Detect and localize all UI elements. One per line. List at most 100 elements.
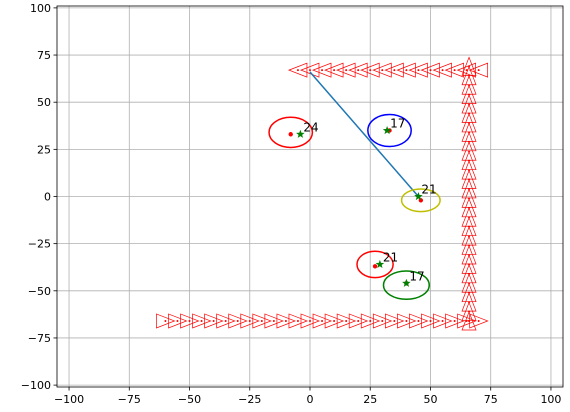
object-id-label: 17 [409, 269, 424, 283]
triangle-center-dot [429, 69, 432, 72]
triangle-marker [264, 313, 284, 329]
triangle-marker [372, 313, 393, 329]
triangle-marker [276, 313, 296, 329]
y-tick-label: −100 [21, 379, 51, 392]
x-tick-label: −50 [178, 393, 201, 406]
triangle-marker [461, 301, 477, 321]
triangle-marker [461, 245, 477, 265]
triangle-center-dot [369, 69, 372, 72]
triangle-marker [461, 263, 477, 284]
triangle-marker [444, 62, 464, 78]
triangle-marker [336, 313, 357, 329]
triangle-center-dot [224, 319, 227, 322]
triangle-marker [461, 226, 477, 246]
estimate-star [402, 278, 411, 287]
x-tick-label: 100 [540, 393, 561, 406]
triangle-center-dot [333, 69, 336, 72]
triangle-center-dot [260, 319, 263, 322]
triangle-marker [461, 254, 477, 274]
estimate-star [382, 125, 392, 135]
triangle-center-dot [417, 319, 420, 322]
triangle-center-dot [176, 319, 179, 322]
axes: −100 −75 −50 −25 0 25 50 75 100 −100 −75 −50 −25 0 25 5… [21, 2, 564, 406]
triangle-marker [312, 62, 332, 78]
triangle-marker [468, 62, 489, 78]
uncertainty-ellipse [367, 113, 412, 148]
triangle-marker [461, 207, 477, 227]
uncertainty-ellipse [268, 116, 314, 149]
triangle-center-dot [212, 319, 215, 322]
triangle-center-dot [357, 319, 360, 322]
triangle-marker [192, 313, 212, 329]
triangle-center-dot [429, 319, 432, 322]
triangle-center-dot [441, 319, 444, 322]
y-tick-label: −50 [28, 285, 51, 298]
triangle-marker [461, 56, 477, 76]
triangle-marker [300, 62, 320, 78]
triangle-marker [348, 62, 368, 78]
triangle-marker [461, 216, 477, 237]
uncertainty-ellipse [356, 250, 394, 279]
triangle-marker [228, 313, 248, 329]
y-tick-label: 25 [37, 143, 51, 156]
triangle-marker [445, 313, 465, 329]
y-tick-label: 50 [37, 96, 51, 109]
triangle-marker [252, 313, 272, 329]
triangle-marker [461, 282, 477, 303]
triangle-marker [287, 62, 308, 78]
x-tick-label: 25 [363, 393, 377, 406]
object-id-label: 24 [303, 120, 318, 134]
triangle-center-dot [236, 319, 239, 322]
triangle-marker [300, 313, 320, 329]
triangle-center-dot [417, 69, 420, 72]
triangle-center-dot [405, 319, 408, 322]
triangle-center-dot [309, 69, 311, 72]
uncertainty-ellipse [382, 270, 431, 301]
object-id-label: 21 [383, 250, 398, 264]
triangle-center-dot [441, 69, 444, 72]
triangle-center-dot [381, 319, 384, 322]
trajectory-segment [309, 71, 419, 197]
triangle-center-dot [393, 69, 396, 72]
triangle-center-dot [188, 319, 191, 322]
triangle-marker [461, 235, 477, 255]
y-tick-label: 75 [37, 49, 51, 62]
triangle-center-dot [369, 319, 372, 322]
x-tick-label: −75 [118, 393, 141, 406]
triangle-center-dot [345, 69, 348, 72]
truth-point [288, 132, 293, 137]
triangle-center-dot [321, 319, 324, 322]
triangle-marker [461, 75, 477, 95]
triangle-center-dot [357, 69, 360, 72]
triangle-center-dot [381, 69, 384, 72]
triangle-center-dot [465, 319, 468, 322]
triangle-marker [372, 62, 392, 78]
triangle-center-dot [296, 319, 299, 322]
triangle-marker [461, 292, 477, 312]
triangle-marker [168, 313, 188, 329]
x-tick-label: 0 [307, 393, 314, 406]
triangle-markers [156, 56, 489, 331]
object-id-label: 21 [421, 183, 436, 197]
triangle-center-dot [200, 319, 203, 322]
triangle-marker [461, 169, 477, 189]
triangle-center-dot [393, 319, 396, 322]
triangle-center-dot [405, 69, 408, 72]
triangle-marker [204, 313, 224, 329]
triangle-marker [461, 112, 477, 133]
triangle-marker [461, 160, 477, 180]
triangle-center-dot [164, 319, 167, 322]
triangle-center-dot [296, 69, 299, 72]
triangle-marker [324, 62, 344, 78]
triangle-marker [348, 313, 369, 329]
triangle-center-dot [333, 319, 336, 322]
triangle-marker [360, 62, 380, 78]
triangle-marker [156, 313, 176, 329]
triangle-center-dot [309, 319, 311, 322]
triangle-marker [457, 313, 477, 329]
triangle-center-dot [453, 319, 456, 322]
estimate-star [414, 192, 423, 201]
triangle-marker [461, 131, 477, 152]
